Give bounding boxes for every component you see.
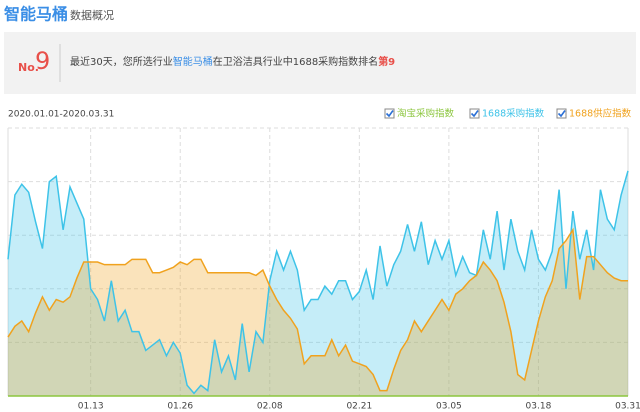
legend-checkbox[interactable] (469, 108, 480, 119)
x-tick-label: 03.31 (615, 402, 640, 412)
rank: 9 (35, 47, 50, 75)
notice-after: 在卫浴洁具行业中1688采购指数排名 (213, 55, 378, 68)
legend-label: 淘宝采购指数 (397, 108, 455, 120)
series-line (7, 170, 629, 395)
legend-label: 1688供应指数 (569, 108, 632, 120)
title: 智能马桶 (4, 5, 68, 24)
x-tick-label: 03.18 (526, 402, 552, 412)
checkmark (470, 110, 479, 118)
subtitle: 数据概况 (70, 8, 114, 22)
checkmark (557, 110, 566, 118)
checkmark (385, 110, 394, 118)
series-line (7, 227, 628, 392)
notice-text: 最近30天，您所选行业智能马桶在卫浴洁具行业中1688采购指数排名第9 (70, 55, 395, 68)
legend-item[interactable]: 淘宝采购指数 (384, 108, 455, 120)
legend-label: 1688采购指数 (482, 108, 545, 120)
notice-rank: 第9 (378, 55, 395, 68)
legend-checkbox[interactable] (384, 108, 395, 119)
notice-box (4, 32, 636, 94)
legend-item[interactable]: 1688采购指数 (469, 108, 545, 120)
date-range: 2020.01.01-2020.03.31 (8, 110, 114, 120)
x-tick-label: 02.08 (257, 402, 283, 412)
x-tick-label: 02.21 (346, 402, 372, 412)
legend-item[interactable]: 1688供应指数 (556, 108, 632, 120)
x-tick-label: 01.26 (167, 402, 193, 412)
notice-before: 最近30天，您所选行业 (70, 55, 173, 68)
legend-checkbox[interactable] (556, 108, 567, 119)
rank-prefix: No. (18, 61, 39, 74)
area-fill (8, 170, 628, 396)
x-tick-label: 03.05 (436, 402, 462, 412)
notice-highlight: 智能马桶 (173, 55, 213, 68)
plot: 01.13 01.26 02.08 02.21 03.05 03.18 03.31 (7, 127, 640, 412)
legend: 淘宝采购指数 1688采购指数 1688供应指数 (384, 108, 632, 120)
x-tick-label: 01.13 (78, 402, 104, 412)
